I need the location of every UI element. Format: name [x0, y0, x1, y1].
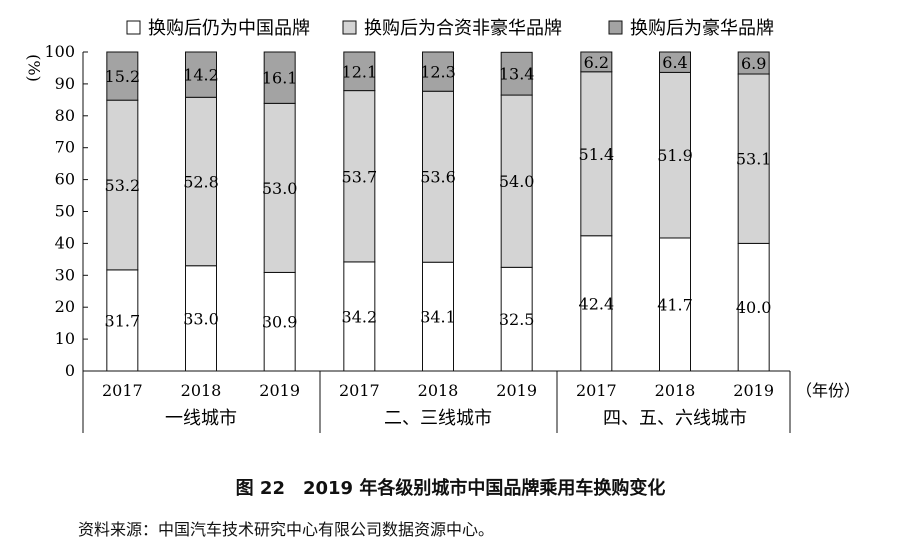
bar-segment [500, 94, 533, 268]
x-tick-label: 2018 [181, 381, 222, 400]
bar-segment [106, 51, 139, 101]
x-tick-label: 2017 [339, 381, 380, 400]
group-label: 二、三线城市 [384, 408, 492, 429]
data-label: 13.4 [499, 65, 535, 84]
data-label: 53.7 [342, 167, 378, 186]
x-axis: 2017 2018 2019 2017 2018 2019 2017 2018 2019 一线城市… [82, 370, 860, 433]
legend-label: 换购后仍为中国品牌 [148, 18, 310, 39]
x-tick-label: 2017 [102, 381, 143, 400]
bar-segment [580, 51, 613, 73]
bar-segment [106, 269, 139, 372]
data-label: 33.0 [183, 309, 219, 328]
y-axis: 0 10 20 30 40 50 60 70 80 90 100 [44, 42, 88, 380]
data-label: 6.4 [662, 53, 687, 72]
y-tick-label: 100 [44, 42, 75, 61]
data-label: 31.7 [105, 311, 141, 330]
y-tick-label: 20 [55, 297, 75, 316]
bar-segment [659, 237, 691, 372]
legend-swatch [342, 20, 357, 35]
x-tick-label: 2019 [496, 381, 537, 400]
y-tick-label: 30 [55, 265, 75, 284]
y-axis-label: (%) [25, 54, 44, 82]
y-tick-label: 10 [55, 329, 75, 348]
data-label: 30.9 [262, 313, 298, 332]
x-tick-label: 2019 [733, 381, 774, 400]
data-label: 34.2 [342, 307, 378, 326]
legend-swatch [608, 20, 623, 35]
bar-segment [422, 51, 454, 92]
data-label: 54.0 [499, 172, 535, 191]
y-tick-label: 70 [55, 138, 75, 157]
data-label: 53.2 [105, 176, 141, 195]
bar-segment [185, 51, 217, 98]
legend-label: 换购后为豪华品牌 [630, 18, 774, 39]
data-label: 42.4 [579, 294, 615, 313]
y-tick-label: 0 [65, 361, 75, 380]
x-tick-label: 2019 [259, 381, 300, 400]
data-label: 32.5 [499, 310, 535, 329]
group-label: 四、五、六线城市 [603, 408, 747, 429]
data-label: 14.2 [183, 66, 219, 85]
y-tick-label: 40 [55, 233, 75, 252]
data-label: 12.3 [420, 63, 456, 82]
legend-label: 换购后为合资非豪华品牌 [364, 18, 562, 39]
bar-segment [343, 261, 376, 372]
bar-segment [343, 90, 376, 263]
chart-title: 图 22 2019 年各级别城市中国品牌乘用车换购变化 [235, 478, 666, 499]
y-axis-unit: (%) [25, 54, 44, 82]
x-tick-label: 2017 [576, 381, 617, 400]
bar-segment [185, 96, 217, 267]
bar-segment [500, 51, 533, 96]
group-label: 一线城市 [165, 408, 237, 429]
bar-segment [580, 235, 613, 372]
y-tick-label: 90 [55, 74, 75, 93]
legend-swatch [126, 20, 141, 35]
legend: 换购后仍为中国品牌 换购后为合资非豪华品牌 换购后为豪华品牌 [126, 18, 774, 39]
data-label: 16.1 [262, 69, 298, 88]
bar-segment [263, 271, 296, 372]
chart: 换购后仍为中国品牌 换购后为合资非豪华品牌 换购后为豪华品牌 (%) 0 10 20 30… [25, 18, 860, 433]
y-tick-label: 60 [55, 170, 75, 189]
bar-segment [737, 242, 770, 372]
bar-segment [263, 51, 296, 104]
data-label: 53.1 [736, 150, 772, 169]
y-tick-label: 80 [55, 106, 75, 125]
data-label: 52.8 [183, 173, 219, 192]
data-label: 51.9 [657, 146, 693, 165]
bar-segment [263, 102, 296, 273]
source-note: 资料来源：中国汽车技术研究中心有限公司数据资源中心。 [78, 520, 495, 539]
data-label: 40.0 [736, 298, 772, 317]
data-label: 15.2 [105, 67, 141, 86]
data-label: 53.0 [262, 179, 298, 198]
bar-segment [737, 51, 770, 75]
data-label: 34.1 [420, 308, 456, 327]
data-label: 6.9 [741, 54, 766, 73]
bar-labels: 31.7 53.2 15.2 33.0 52.8 14.2 30.9 53.0 16.1 34.2… [105, 53, 772, 332]
data-label: 53.6 [420, 168, 456, 187]
bar-segment [422, 90, 454, 263]
data-label: 51.4 [579, 145, 615, 164]
bar-segment [737, 73, 770, 244]
bar-segment [500, 266, 533, 372]
bars [106, 51, 770, 372]
bar-segment [659, 51, 691, 73]
bar-segment [343, 51, 376, 92]
data-label: 41.7 [657, 295, 693, 314]
x-tick-label: 2018 [418, 381, 459, 400]
data-label: 6.2 [584, 53, 609, 72]
bar-segment [659, 71, 691, 239]
y-tick-label: 50 [55, 202, 75, 221]
x-axis-label: （年份） [796, 381, 860, 400]
x-tick-label: 2018 [655, 381, 696, 400]
data-label: 12.1 [342, 62, 378, 81]
